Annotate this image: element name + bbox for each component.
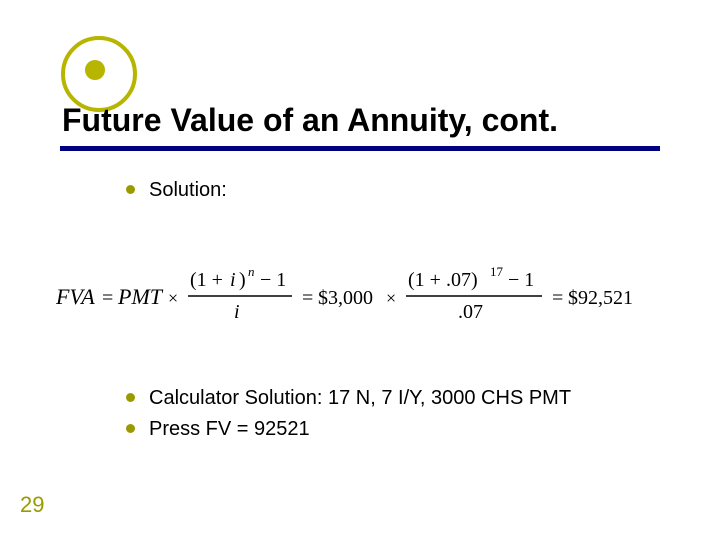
frac1-den: i (234, 301, 240, 323)
frac2-den: .07 (458, 301, 483, 323)
formula-lhs: FVA (56, 284, 95, 309)
formula-eq2: = (302, 287, 313, 309)
frac1-num-minus: − 1 (260, 269, 286, 291)
times-icon: × (168, 288, 178, 308)
fva-formula: FVA = PMT × (1 + i ) n − 1 i = $3,000 × … (56, 264, 676, 328)
page-number: 29 (20, 492, 44, 518)
bullet-text: Calculator Solution: 17 N, 7 I/Y, 3000 C… (149, 386, 571, 411)
frac1-num-i: i (230, 269, 236, 291)
times-icon-2: × (386, 288, 396, 308)
formula-eq1: = (102, 287, 113, 309)
accent-inner-circle (85, 60, 105, 80)
frac2-num-left: (1 + .07) (408, 269, 478, 291)
formula-result: $92,521 (568, 287, 633, 309)
bullet-list-bottom: Calculator Solution: 17 N, 7 I/Y, 3000 C… (126, 386, 686, 448)
slide-title: Future Value of an Annuity, cont. (62, 102, 558, 139)
bullet-text: Press FV = 92521 (149, 417, 310, 442)
list-item: Press FV = 92521 (126, 417, 686, 442)
frac2-num-minus: − 1 (508, 269, 534, 291)
frac1-num-right: ) (239, 269, 246, 291)
formula-pmt: PMT (117, 284, 164, 309)
list-item: Calculator Solution: 17 N, 7 I/Y, 3000 C… (126, 386, 686, 411)
frac1-num-exp: n (248, 264, 255, 279)
bullet-text: Solution: (149, 178, 227, 203)
formula-amount: $3,000 (318, 287, 373, 309)
bullet-list-top: Solution: (126, 178, 666, 209)
slide: Future Value of an Annuity, cont. Soluti… (0, 0, 720, 540)
bullet-icon (126, 424, 135, 433)
frac2-num-exp: 17 (490, 264, 504, 279)
frac1-num-left: (1 + (190, 269, 223, 291)
formula-eq3: = (552, 287, 563, 309)
title-underline (60, 146, 660, 151)
bullet-icon (126, 185, 135, 194)
list-item: Solution: (126, 178, 666, 203)
bullet-icon (126, 393, 135, 402)
